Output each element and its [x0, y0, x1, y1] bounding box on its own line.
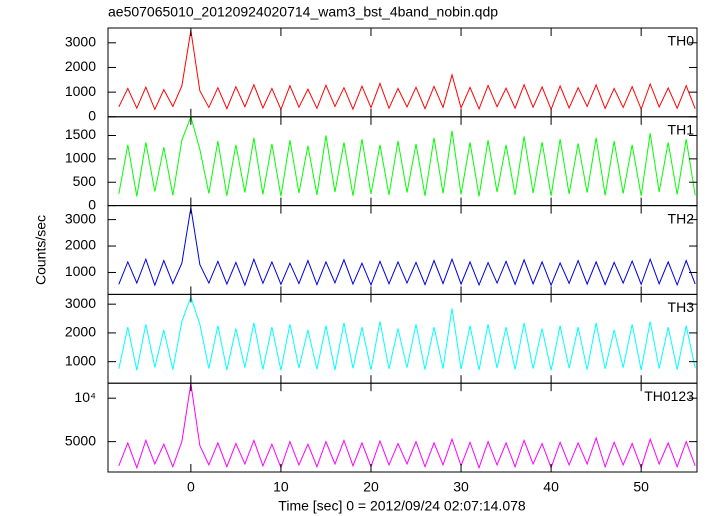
data-line	[118, 30, 696, 111]
y-tick-label: 500	[73, 173, 97, 189]
y-tick-label: 1500	[65, 126, 96, 142]
data-line	[118, 295, 696, 371]
y-tick-label: 3000	[65, 210, 96, 226]
x-tick-label: 40	[543, 479, 559, 495]
y-tick-label: 10⁴	[74, 389, 96, 405]
series-label: TH2	[668, 210, 695, 226]
series-label: TH3	[668, 299, 695, 315]
data-line	[118, 383, 696, 470]
x-axis-label: Time [sec] 0 = 2012/09/24 02:07:14.078	[278, 498, 526, 514]
y-tick-label: 1000	[65, 83, 96, 99]
y-tick-label: 3000	[65, 34, 96, 50]
y-tick-label: 0	[88, 108, 96, 124]
y-tick-label: 1000	[65, 263, 96, 279]
y-tick-label: 3000	[65, 295, 96, 311]
chart-title: ae507065010_20120924020714_wam3_bst_4ban…	[108, 4, 498, 20]
y-tick-label: 1000	[65, 352, 96, 368]
x-tick-label: 50	[633, 479, 649, 495]
series-label: TH1	[668, 122, 695, 138]
x-tick-label: 10	[273, 479, 289, 495]
y-tick-label: 0	[88, 196, 96, 212]
series-label: TH0	[668, 33, 695, 49]
y-tick-label: 2000	[65, 58, 96, 74]
y-tick-label: 2000	[65, 324, 96, 340]
series-label: TH0123	[644, 388, 694, 404]
y-tick-label: 2000	[65, 237, 96, 253]
data-line	[118, 207, 696, 287]
x-tick-label: 30	[453, 479, 469, 495]
x-tick-label: 0	[187, 479, 195, 495]
y-tick-label: 1000	[65, 150, 96, 166]
y-axis-label: Counts/sec	[33, 215, 49, 285]
y-tick-label: 5000	[65, 432, 96, 448]
data-line	[118, 115, 696, 197]
x-tick-label: 20	[363, 479, 379, 495]
panel-frame	[107, 382, 698, 473]
